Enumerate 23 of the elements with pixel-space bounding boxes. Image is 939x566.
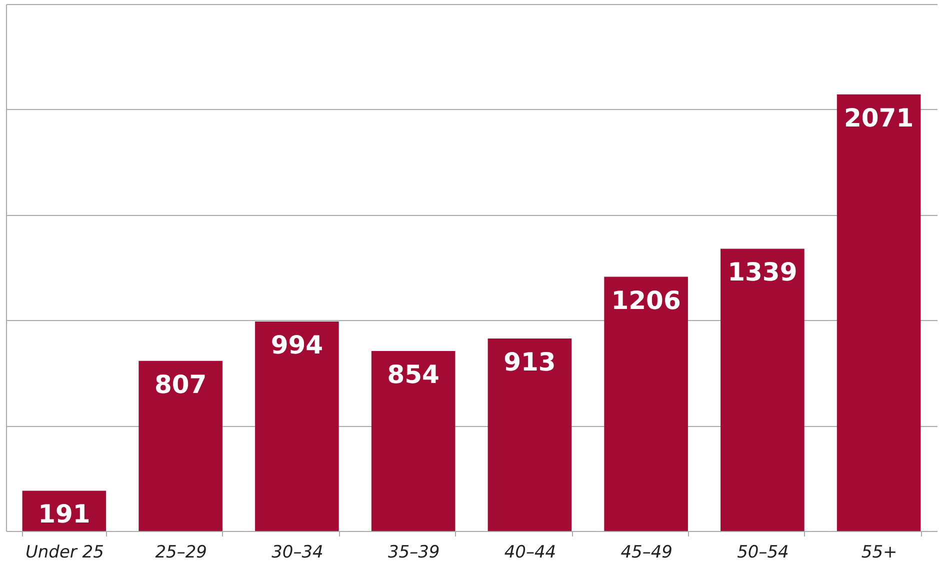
bar	[255, 321, 339, 531]
x-tick-label: 35–39	[388, 542, 440, 562]
x-tick-label: 50–54	[737, 542, 789, 562]
bar	[836, 94, 921, 531]
data-label: 2071	[844, 103, 914, 132]
bar	[720, 248, 804, 531]
data-label: 191	[38, 500, 90, 529]
x-tick-label: Under 25	[25, 542, 104, 562]
x-tick-label: 40–44	[504, 542, 556, 562]
bar	[604, 276, 688, 531]
x-tick-label: 30–34	[272, 542, 324, 562]
x-tick-label: 25–29	[155, 542, 207, 562]
bar	[488, 338, 572, 531]
x-tick-label: 55+	[861, 542, 898, 562]
bar	[371, 350, 456, 531]
data-label: 1339	[728, 258, 798, 287]
data-label: 1206	[611, 286, 681, 315]
data-label: 854	[387, 360, 440, 389]
x-tick-label: 45–49	[620, 542, 672, 562]
bar	[138, 360, 222, 531]
data-label: 807	[154, 370, 207, 399]
data-label: 913	[504, 348, 556, 377]
data-label: 994	[270, 330, 324, 360]
